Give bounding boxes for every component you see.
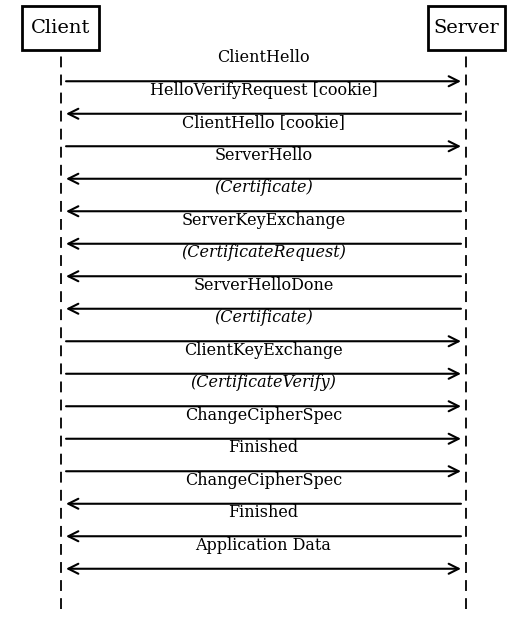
Text: ServerHello: ServerHello	[214, 147, 313, 164]
Text: Server: Server	[434, 19, 499, 37]
Text: HelloVerifyRequest [cookie]: HelloVerifyRequest [cookie]	[150, 82, 377, 99]
Text: Finished: Finished	[228, 439, 299, 456]
Text: ClientKeyExchange: ClientKeyExchange	[184, 342, 343, 359]
Text: (CertificateRequest): (CertificateRequest)	[181, 244, 346, 261]
Text: Finished: Finished	[228, 504, 299, 521]
Text: (Certificate): (Certificate)	[214, 309, 313, 326]
Text: ServerHelloDone: ServerHelloDone	[193, 277, 334, 294]
Text: Application Data: Application Data	[196, 537, 331, 554]
Text: (Certificate): (Certificate)	[214, 179, 313, 196]
Text: Client: Client	[31, 19, 90, 37]
Bar	[428, 6, 505, 50]
Bar	[23, 6, 99, 50]
Text: ChangeCipherSpec: ChangeCipherSpec	[185, 407, 342, 424]
Text: ServerKeyExchange: ServerKeyExchange	[181, 212, 346, 229]
Text: (CertificateVerify): (CertificateVerify)	[191, 374, 336, 391]
Text: ChangeCipherSpec: ChangeCipherSpec	[185, 472, 342, 489]
Text: ClientHello: ClientHello	[217, 49, 310, 66]
Text: ClientHello [cookie]: ClientHello [cookie]	[182, 114, 345, 131]
